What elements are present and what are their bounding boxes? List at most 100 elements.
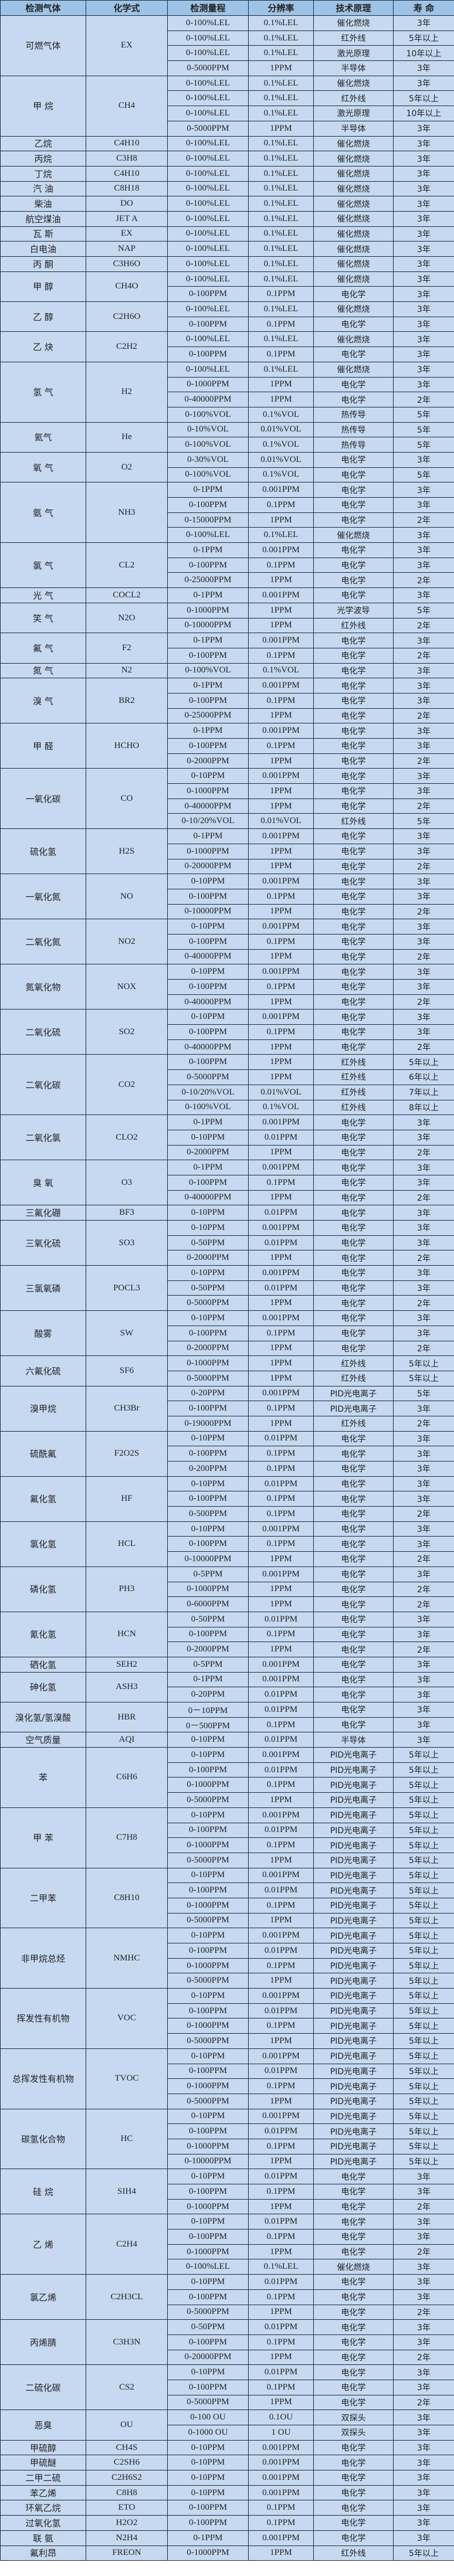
gas-name-cell: 可燃气体 bbox=[0, 15, 86, 76]
range-cell: 0-100PPM bbox=[167, 692, 249, 709]
life-cell: 5年以上 bbox=[393, 1867, 454, 1884]
range-cell: 0-1000PPM bbox=[167, 1777, 249, 1793]
table-row: 0-100PPM 0.1PPM 电化学 3年 bbox=[1, 738, 454, 754]
life-cell: 3年 bbox=[393, 678, 454, 694]
resolution-cell: 1PPM bbox=[248, 1295, 314, 1311]
tech-cell: PID光电离子 bbox=[313, 1882, 394, 1898]
tech-cell: 电化学 bbox=[313, 451, 394, 468]
resolution-cell: 0.001PPM bbox=[248, 964, 314, 980]
range-cell: 0-100%LEL bbox=[167, 361, 249, 378]
table-row: 0-100PPM 0.1PPM 电化学 3年 bbox=[1, 2334, 454, 2350]
tech-cell: 电化学 bbox=[313, 1144, 394, 1161]
life-cell: 5年以上 bbox=[393, 2018, 454, 2034]
gas-name-cell: 甲硫醚 bbox=[0, 2455, 86, 2471]
tech-cell: 电化学 bbox=[313, 1506, 394, 1522]
range-cell: 0-100PPM bbox=[167, 1401, 249, 1416]
gas-name-cell: 氟 气 bbox=[0, 633, 86, 664]
life-cell: 3年 bbox=[393, 919, 454, 934]
range-cell: 0-100%LEL bbox=[167, 210, 249, 227]
life-cell: 3年 bbox=[393, 783, 454, 799]
range-cell: 0-100PPM bbox=[167, 2123, 249, 2139]
life-cell: 3年 bbox=[393, 2410, 454, 2425]
range-cell: 0-1PPM bbox=[167, 1114, 249, 1130]
tech-cell: 电化学 bbox=[313, 1009, 394, 1025]
tech-cell: 双探头 bbox=[313, 2410, 394, 2425]
resolution-cell: 0.01%VOL bbox=[248, 813, 314, 830]
life-cell: 2年 bbox=[393, 2198, 454, 2215]
table-row: 0-5000PPM 1PPM 红外线 5年以上 bbox=[1, 1370, 454, 1386]
table-row: 恶臭 OU 0-100 OU 0.1OU 双探头 3年 bbox=[0, 2410, 454, 2441]
gas-name-cell: 六氟化硫 bbox=[0, 1355, 86, 1386]
life-cell: 2年 bbox=[393, 1596, 454, 1612]
range-cell: 0-100PPM bbox=[167, 1536, 249, 1552]
range-cell: 0-2000PPM bbox=[167, 1144, 249, 1161]
range-cell: 0-5000PPM bbox=[167, 1912, 249, 1929]
table-row: 0-5000PPM 1PPM 电化学 2年 bbox=[1, 1295, 454, 1311]
resolution-cell: 0.01PPM bbox=[248, 1687, 314, 1702]
range-cell: 0-10/20%VOL bbox=[167, 813, 249, 830]
tech-cell: 电化学 bbox=[313, 1114, 394, 1130]
life-cell: 5年以上 bbox=[393, 1355, 454, 1371]
formula-cell: NAP bbox=[86, 241, 168, 257]
resolution-cell: 0.1PPM bbox=[248, 692, 314, 709]
table-row: 0-40000PPM 1PPM 电化学 2年 bbox=[1, 1039, 454, 1055]
range-cell: 0-100PPM bbox=[167, 2063, 249, 2079]
resolution-cell: 0.1PPM bbox=[248, 1506, 314, 1522]
life-cell: 5年以上 bbox=[393, 30, 454, 46]
life-cell: 5年以上 bbox=[393, 2138, 454, 2154]
table-row: 丙 酮 C3H6O 0-100%LEL 0.1%LEL 催化燃烧 3年 bbox=[0, 256, 454, 272]
tech-cell: 热传导 bbox=[313, 422, 394, 438]
life-cell: 3年 bbox=[393, 316, 454, 332]
tech-cell: PID光电离子 bbox=[313, 1912, 394, 1929]
resolution-cell: 0.01PPM bbox=[248, 2214, 314, 2230]
range-cell: 0-40000PPM bbox=[167, 1190, 249, 1206]
table-row: 0-15000PPM 1PPM 电化学 2年 bbox=[1, 512, 454, 528]
range-cell: 0-100%LEL bbox=[167, 15, 249, 31]
gas-name-cell: 氟化氢 bbox=[0, 1476, 86, 1522]
table-row: 0-100PPM 0.1PPM 电化学 2年 bbox=[1, 647, 454, 664]
range-cell: 0-100PPM bbox=[167, 1762, 249, 1778]
tech-cell: 催化燃烧 bbox=[313, 2259, 394, 2275]
range-cell: 0-20PPM bbox=[167, 1687, 249, 1702]
table-row: 0-1000PPM 0.1PPM PID光电离子 5年以上 bbox=[1, 1897, 454, 1914]
range-cell: 0-100PPM bbox=[167, 2334, 249, 2350]
gas-name-cell: 乙 炔 bbox=[0, 331, 86, 362]
tech-cell: 电化学 bbox=[313, 2530, 394, 2546]
life-cell: 5年 bbox=[393, 406, 454, 423]
life-cell: 3年 bbox=[393, 1566, 454, 1582]
life-cell: 5年 bbox=[393, 602, 454, 618]
resolution-cell: 0.1PPM bbox=[248, 2229, 314, 2245]
formula-cell: CH3Br bbox=[86, 1385, 168, 1432]
resolution-cell: 0.1PPM bbox=[248, 1837, 314, 1853]
resolution-cell: 0.01PPM bbox=[248, 2003, 314, 2019]
resolution-cell: 1PPM bbox=[248, 753, 314, 769]
life-cell: 3年 bbox=[393, 2169, 454, 2184]
tech-cell: 电化学 bbox=[313, 1521, 394, 1537]
table-row: 溴甲烷 CH3Br 0-20PPM 0.001PPM PID光电离子 5年 bbox=[0, 1385, 454, 1432]
formula-cell: He bbox=[86, 422, 168, 453]
table-row: 0-100PPM 0.1PPM 电化学 3年 bbox=[1, 1626, 454, 1643]
table-row: 0-100PPM 0.1PPM 电化学 3年 bbox=[1, 1491, 454, 1507]
tech-cell: 电化学 bbox=[313, 346, 394, 362]
tech-cell: PID光电离子 bbox=[313, 1401, 394, 1416]
life-cell: 5年以上 bbox=[393, 1973, 454, 1989]
range-cell: 0-50PPM bbox=[167, 1235, 249, 1251]
life-cell: 2年 bbox=[393, 617, 454, 634]
table-row: 0-5000PPM 1PPM 红外线 6年以上 bbox=[1, 1069, 454, 1085]
formula-cell: N2H4 bbox=[86, 2530, 168, 2546]
table-row: 0-100PPM 0.01PPM PID光电离子 5年以上 bbox=[1, 2063, 454, 2079]
gas-name-cell: 乙 醇 bbox=[0, 301, 86, 332]
range-cell: 0-10PPM bbox=[167, 2169, 249, 2184]
resolution-cell: 1PPM bbox=[248, 783, 314, 799]
range-cell: 0-100PPM bbox=[167, 647, 249, 664]
resolution-cell: 1PPM bbox=[248, 120, 314, 137]
life-cell: 3年 bbox=[393, 256, 454, 272]
resolution-cell: 0.01PPM bbox=[248, 1822, 314, 1838]
range-cell: 0-10PPM bbox=[167, 1928, 249, 1943]
tech-cell: PID光电离子 bbox=[313, 2093, 394, 2109]
table-row: 六氟化硫 SF6 0-1000PPM 1PPM 红外线 5年以上 bbox=[0, 1355, 454, 1386]
resolution-cell: 0.1PPM bbox=[248, 1491, 314, 1507]
table-row: 0-20PPM 0.01PPM 电化学 3年 bbox=[1, 1687, 454, 1702]
tech-cell: 半导体 bbox=[313, 1732, 394, 1748]
life-cell: 3年 bbox=[393, 210, 454, 227]
